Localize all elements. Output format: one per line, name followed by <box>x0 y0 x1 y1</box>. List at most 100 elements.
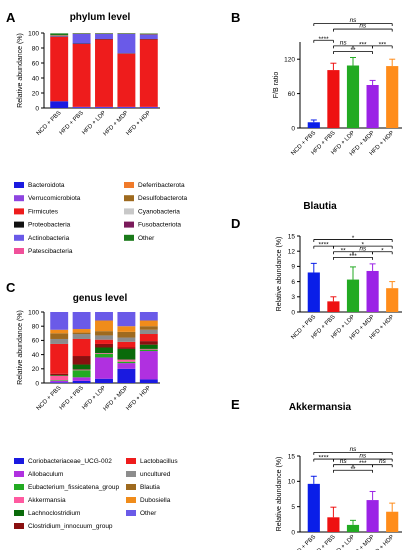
stack-segment-clostridium-innocuum-group <box>95 343 113 348</box>
y-tick-label: 60 <box>32 338 40 345</box>
stack-segment-blautia <box>72 332 91 335</box>
legend-label: Other <box>140 510 157 517</box>
significance-label: ** <box>350 47 356 54</box>
legend-label: Lachnoclostridium <box>28 510 80 517</box>
stack-segment-clostridium-innocuum-group <box>50 373 69 376</box>
stack-segment-other <box>139 312 158 321</box>
y-tick-label: 60 <box>288 91 296 98</box>
legend-swatch <box>126 497 136 503</box>
legend-label: Fusobacteriota <box>138 222 181 229</box>
stack-segment-akkermansia <box>50 375 69 381</box>
stack-segment-firmicutes <box>72 43 91 107</box>
legend-swatch <box>14 497 24 503</box>
significance-label: *** <box>379 41 387 48</box>
panel-letter: E <box>231 397 240 412</box>
stack-segment-akkermansia <box>117 359 136 362</box>
y-tick-label: 120 <box>284 57 295 64</box>
y-tick-label: 3 <box>291 294 295 301</box>
stack-segment-actinobacteria <box>117 33 136 54</box>
legend-label: Akkermansia <box>28 497 66 504</box>
bar <box>346 279 360 312</box>
panel-letter: B <box>231 10 240 25</box>
stack-segment-coriobacteriaceae-ucg-002 <box>139 379 158 383</box>
stack-segment-dubosiella <box>50 329 69 334</box>
chart-title: phylum level <box>70 12 131 23</box>
stack-segment-dubosiella <box>95 320 113 332</box>
stack-segment-uncultured <box>117 337 136 342</box>
significance-label: *** <box>359 460 367 467</box>
stack-segment-lachnoclostridium <box>72 364 91 370</box>
significance-label: **** <box>319 242 330 249</box>
legend-label: Deferribacterota <box>138 182 185 189</box>
stack-segment-other <box>72 312 91 330</box>
stack-segment-actinobacteria <box>139 34 158 39</box>
stack-segment-firmicutes <box>139 39 158 107</box>
stack-segment-other <box>50 312 69 330</box>
stack-segment-bacteroidota <box>117 107 136 108</box>
legend-swatch <box>14 523 24 529</box>
legend-label: Dubosiella <box>140 497 171 504</box>
stack-segment-firmicutes <box>95 39 113 107</box>
legend-swatch <box>126 484 136 490</box>
significance-label: * <box>352 235 355 242</box>
y-tick-label: 0 <box>291 529 295 536</box>
significance-label: * <box>381 247 384 254</box>
bar <box>366 270 379 312</box>
significance-label: ns <box>379 458 387 465</box>
chart-title: Blautia <box>303 201 337 212</box>
stack-segment-uncultured <box>50 338 69 344</box>
legend-swatch <box>14 234 24 241</box>
legend-swatch <box>14 195 24 202</box>
bar <box>346 65 360 128</box>
stack-segment-eubacterium-fissicatena-group <box>139 349 158 352</box>
stack-segment-allobaculum <box>72 377 91 381</box>
bar <box>327 517 340 532</box>
chart-title: Akkermansia <box>289 402 352 413</box>
stack-segment-blautia <box>117 331 136 338</box>
legend-swatch <box>126 458 136 464</box>
legend-swatch <box>124 208 134 215</box>
stack-segment-allobaculum <box>117 363 136 369</box>
legend-label: Coriobacteriaceae_UCG-002 <box>28 458 112 465</box>
significance-label: ** <box>350 466 356 473</box>
stack-segment-blautia <box>95 331 113 336</box>
significance-label: **** <box>319 36 330 43</box>
stack-segment-dubosiella <box>117 326 136 332</box>
legend-swatch <box>14 248 24 254</box>
significance-label: * <box>362 242 365 249</box>
bar <box>386 66 399 128</box>
stack-segment-actinobacteria <box>95 33 113 39</box>
panel-E: E Akkermansia 0 5 10 15 Relative abundance (%)… <box>231 397 402 550</box>
y-tick-label: 5 <box>291 504 295 511</box>
stack-segment-coriobacteriaceae-ucg-002 <box>72 380 91 383</box>
y-tick-label: 20 <box>32 90 40 97</box>
legend-swatch <box>14 510 24 516</box>
y-tick-label: 100 <box>28 30 39 37</box>
significance-label: ns <box>340 458 348 465</box>
stack-segment-other <box>50 33 69 36</box>
bar <box>327 70 340 128</box>
y-axis-label: Relative abundance (%) <box>276 457 283 532</box>
stack-segment-other <box>95 312 113 321</box>
y-tick-label: 0 <box>291 125 295 132</box>
y-tick-label: 40 <box>32 352 40 359</box>
stack-segment-coriobacteriaceae-ucg-002 <box>95 378 113 383</box>
stack-segment-uncultured <box>139 329 158 335</box>
panel-letter: D <box>231 216 240 231</box>
legend-swatch <box>124 195 134 202</box>
stack-segment-uncultured <box>72 334 91 339</box>
bar <box>307 122 320 128</box>
stack-segment-eubacterium-fissicatena-group <box>95 353 113 358</box>
legend-label: Eubacterium_fissicatena_group <box>28 484 119 491</box>
y-tick-label: 6 <box>291 279 295 286</box>
stack-segment-lachnoclostridium <box>95 347 113 354</box>
legend-swatch <box>14 182 24 188</box>
bar <box>386 511 399 532</box>
legend-swatch <box>126 471 136 477</box>
legend-swatch <box>124 221 134 228</box>
legend-swatch <box>124 234 134 241</box>
y-axis-label: Relative abundance (%) <box>17 33 24 108</box>
legend-swatch <box>14 208 24 215</box>
